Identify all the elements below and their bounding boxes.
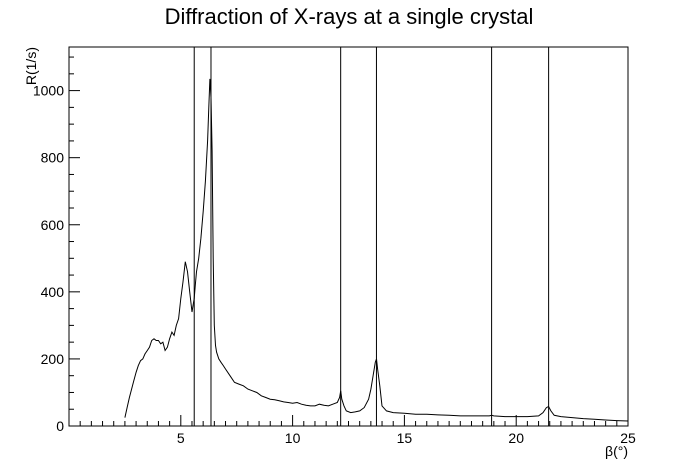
x-tick-label: 10 xyxy=(285,430,301,446)
x-axis-ticks: 5 10 15 20 25 xyxy=(79,415,636,446)
plot-frame xyxy=(68,46,629,427)
x-tick-label: 5 xyxy=(177,430,185,446)
vertical-lines xyxy=(193,47,550,426)
y-axis-ticks: 0 200 400 600 800 1000 xyxy=(33,56,80,434)
x-tick-label: 25 xyxy=(620,430,636,446)
y-tick-label: 200 xyxy=(41,351,65,367)
chart-title: Diffraction of X-rays at a single crysta… xyxy=(165,4,534,29)
x-axis-label: β(°) xyxy=(605,443,628,459)
x-tick-label: 15 xyxy=(397,430,413,446)
y-tick-label: 400 xyxy=(41,284,65,300)
y-tick-label: 600 xyxy=(41,217,65,233)
x-tick-label: 20 xyxy=(508,430,524,446)
y-tick-label: 0 xyxy=(56,418,64,434)
y-tick-label: 1000 xyxy=(33,83,64,99)
y-tick-label: 800 xyxy=(41,150,65,166)
series-line xyxy=(124,78,629,422)
y-axis-label: R(1/s) xyxy=(23,47,39,85)
